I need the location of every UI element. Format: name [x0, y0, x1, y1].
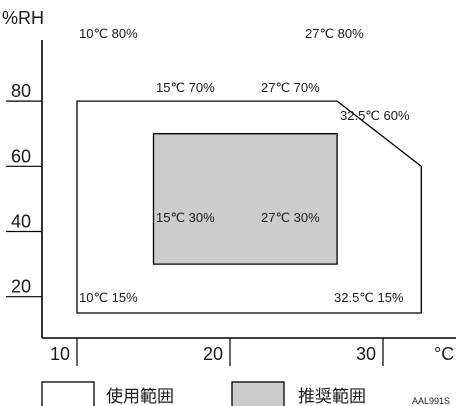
- chart-axes: [41, 40, 456, 339]
- operating-range-corner-label-0: 10℃ 80%: [79, 26, 138, 41]
- operating-range-corner-label-4: 10℃ 15%: [79, 290, 138, 305]
- recommended-range-corner-label-0: 15℃ 70%: [156, 80, 215, 95]
- chart-areas: [76, 100, 422, 314]
- legend-swatch-operating-range: [41, 381, 95, 406]
- y-tick-label-60: 60: [11, 146, 31, 166]
- operating-range-corner-label-2: 32.5℃ 60%: [340, 108, 410, 123]
- legend-label-operating-range: 使用範囲: [106, 386, 174, 406]
- chart-corner-labels: 10℃ 80% 27℃ 80% 32.5℃ 60% 32.5℃ 15% 10℃ 15% 1…: [79, 26, 410, 305]
- y-tick-label-80: 80: [11, 81, 31, 101]
- x-axis-label: °C: [434, 344, 454, 364]
- figure-code: AAL991S: [412, 396, 450, 406]
- x-tick-label-10: 10: [50, 344, 70, 364]
- y-tick-label-20: 20: [11, 277, 31, 297]
- x-tick-label-20: 20: [203, 344, 223, 364]
- y-tick-label-40: 40: [11, 212, 31, 232]
- recommended-range-corner-label-2: 15℃ 30%: [156, 210, 215, 225]
- chart-legend: 使用範囲 推奨範囲 AAL991S: [41, 381, 450, 406]
- chart-ticks: 20 40 60 80 10 20 30: [6, 81, 384, 366]
- recommended-range-area: [152, 133, 338, 265]
- x-tick-label-30: 30: [356, 344, 376, 364]
- operating-range-corner-label-3: 32.5℃ 15%: [334, 290, 404, 305]
- legend-label-recommended-range: 推奨範囲: [298, 387, 366, 406]
- legend-swatch-recommended-range: [231, 381, 285, 406]
- recommended-range-corner-label-3: 27℃ 30%: [261, 210, 320, 225]
- operating-range-corner-label-1: 27℃ 80%: [305, 26, 364, 41]
- recommended-range-corner-label-1: 27℃ 70%: [261, 80, 320, 95]
- y-axis-label: %RH: [2, 8, 44, 28]
